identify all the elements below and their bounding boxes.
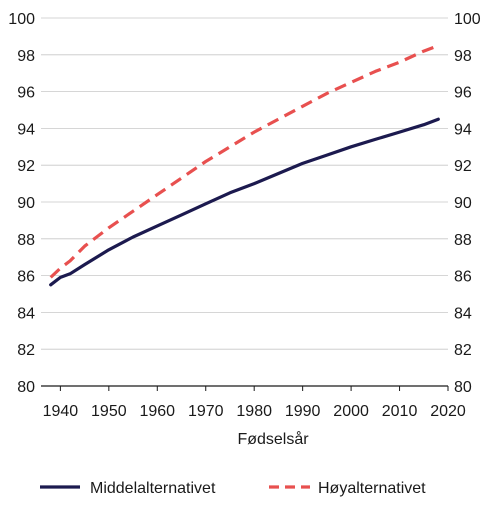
y-tick-label-right: 92 xyxy=(454,158,472,175)
x-tick-label: 1950 xyxy=(91,403,127,420)
legend: Middelalternativet Høyalternativet xyxy=(40,480,426,497)
y-tick-label-right: 82 xyxy=(454,342,472,359)
y-tick-label-left: 96 xyxy=(17,85,35,102)
y-axis-right: 80 82 84 86 88 90 92 94 96 98 100 xyxy=(454,11,481,396)
y-tick-label-right: 84 xyxy=(454,305,472,322)
x-axis-title: Fødselsår xyxy=(237,430,309,448)
y-tick-label-right: 98 xyxy=(454,48,472,65)
y-tick-label-right: 80 xyxy=(454,379,472,396)
x-axis: 1940 1950 1960 1970 1980 1990 2000 2010 2020 xyxy=(43,386,466,420)
y-tick-label-left: 80 xyxy=(17,379,35,396)
y-tick-label-left: 84 xyxy=(17,305,35,322)
legend-label-middelalternativet: Middelalternativet xyxy=(90,480,216,497)
y-tick-label-left: 88 xyxy=(17,232,35,249)
series-lines xyxy=(49,44,440,287)
x-tick-label: 2000 xyxy=(333,403,369,420)
x-tick-label: 2020 xyxy=(430,403,466,420)
x-tick-label: 2010 xyxy=(382,403,418,420)
legend-label-høyalternativet: Høyalternativet xyxy=(318,480,426,497)
y-tick-label-right: 86 xyxy=(454,269,472,286)
y-tick-label-left: 90 xyxy=(17,195,35,212)
y-axis-left: 80 82 84 86 88 90 92 94 96 98 100 xyxy=(8,11,35,396)
series-line-middelalternativet xyxy=(49,117,440,287)
y-tick-label-right: 100 xyxy=(454,11,481,28)
y-tick-label-left: 92 xyxy=(17,158,35,175)
y-tick-label-left: 82 xyxy=(17,342,35,359)
gridlines xyxy=(41,17,448,387)
x-tick-label: 1970 xyxy=(188,403,224,420)
y-tick-label-left: 98 xyxy=(17,48,35,65)
y-tick-label-left: 94 xyxy=(17,121,35,138)
x-tick-label: 1960 xyxy=(139,403,175,420)
y-tick-label-right: 94 xyxy=(454,121,472,138)
x-tick-label: 1980 xyxy=(236,403,272,420)
y-tick-label-right: 96 xyxy=(454,85,472,102)
series-line-høyalternativet xyxy=(49,44,439,279)
y-tick-label-right: 88 xyxy=(454,232,472,249)
y-tick-label-left: 100 xyxy=(8,11,35,28)
x-tick-label: 1940 xyxy=(43,403,79,420)
x-tick-label: 1990 xyxy=(285,403,321,420)
y-tick-label-left: 86 xyxy=(17,269,35,286)
y-tick-label-right: 90 xyxy=(454,195,472,212)
